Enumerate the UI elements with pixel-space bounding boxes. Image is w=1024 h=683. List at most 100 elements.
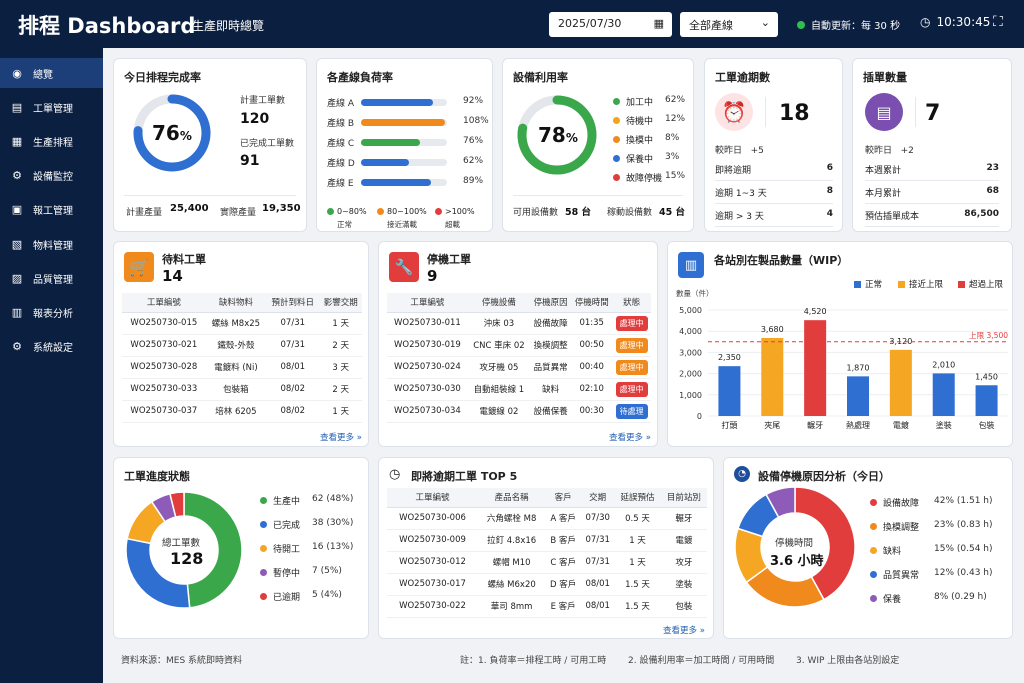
wip-legend-item: 正常	[854, 278, 882, 290]
legend-dot-icon	[870, 595, 877, 602]
table-cell: 鐵殼-外殼	[205, 334, 267, 357]
table-cell: 2 天	[319, 334, 362, 357]
table-row[interactable]: WO250730-021 鐵殼-外殼 07/31 2 天	[122, 334, 362, 357]
actual-output-value: 19,350	[262, 203, 301, 214]
downtime-slice	[794, 486, 856, 601]
sidebar-item-3[interactable]: ⚙ 設備監控	[0, 161, 103, 191]
table-row[interactable]: WO250730-012 螺帽 M10 C 客戶 07/31 1 天 攻牙	[387, 551, 707, 574]
sidebar-item-1[interactable]: ▤ 工單管理	[0, 92, 103, 122]
date-picker[interactable]: 2025/07/30 ▦	[549, 12, 672, 37]
sidebar-item-5[interactable]: ▧ 物料管理	[0, 229, 103, 259]
state-dot-icon	[613, 155, 620, 162]
stopped-more-link[interactable]: 查看更多 »	[609, 433, 651, 443]
row-label: 本月累計	[865, 189, 902, 199]
column-header: 工單編號	[387, 293, 468, 313]
table-row[interactable]: WO250730-011 沖床 03 設備故障 01:35 處理中	[387, 312, 651, 335]
table-row[interactable]: WO250730-015 螺絲 M8x25 07/31 1 天	[122, 312, 362, 335]
cell-text: 07/31	[280, 340, 306, 350]
cell-text: 設備故障	[533, 319, 568, 329]
table-cell: 輾牙	[660, 507, 707, 530]
table-row[interactable]: WO250730-037 培林 6205 08/02 1 天	[122, 400, 362, 423]
legend-value: 12% (0.43 h)	[934, 568, 993, 578]
cell-text: 01:35	[579, 318, 604, 328]
table-cell: 1 天	[614, 529, 661, 552]
top5-more-link[interactable]: 查看更多 »	[663, 626, 705, 636]
progress-center-label: 總工單數	[162, 538, 201, 549]
cell-text: 鐵殼-外殼	[217, 341, 255, 351]
table-row[interactable]: WO250730-019 CNC 車床 02 換模調整 00:50 處理中	[387, 334, 651, 357]
y-tick-label: 4,000	[679, 327, 702, 336]
cell-text: 3 天	[332, 363, 349, 373]
legend-label: 設備故障	[883, 499, 920, 509]
table-row[interactable]: WO250730-024 攻牙機 05 品質異常 00:40 處理中	[387, 356, 651, 379]
fullscreen-icon[interactable]: ⛶	[993, 14, 1003, 30]
top5-title: 即將逾期工單 TOP 5	[411, 470, 518, 483]
x-tick-label: 輾牙	[807, 421, 823, 430]
utilization-title: 設備利用率	[513, 71, 568, 84]
load-bar	[361, 159, 410, 166]
line-select-value: 全部產線	[689, 19, 733, 32]
utilization-card: 設備利用率 78% 加工中 62% 待機中 12% 換模中 8% 保養中 3% 故障停機 15% …	[502, 58, 694, 232]
cell-text: E 客戶	[550, 602, 576, 612]
equipment-icon: ⚙	[12, 169, 22, 183]
column-header: 產品名稱	[477, 488, 546, 508]
sidebar-item-4[interactable]: ▣ 報工管理	[0, 195, 103, 225]
table-row[interactable]: WO250730-017 螺絲 M6x20 D 客戶 08/01 1.5 天 塗裝	[387, 573, 707, 596]
cell-text: 08/02	[280, 384, 306, 394]
table-cell: 07/31	[581, 551, 615, 574]
status-badge: 處理中	[615, 337, 648, 353]
table-row[interactable]: WO250730-022 華司 8mm E 客戶 08/01 1.5 天 包裝	[387, 595, 707, 618]
wip-bar	[761, 337, 784, 416]
x-tick-label: 夾尾	[764, 421, 780, 430]
wip-legend-item: 超過上限	[958, 278, 1003, 290]
footer-note-2: 2. 設備利用率＝加工時間 / 可用時間	[628, 656, 775, 666]
y-tick-label: 3,000	[679, 348, 702, 357]
row-label: 逾期 1~3 天	[715, 189, 767, 199]
sidebar-item-6[interactable]: ▨ 品質管理	[0, 263, 103, 293]
table-row[interactable]: WO250730-006 六角螺栓 M8 A 客戶 07/30 0.5 天 輾牙	[387, 507, 707, 530]
line-name: 產線 B	[327, 119, 355, 129]
state-dot-icon	[613, 174, 620, 181]
legend-swatch-icon	[854, 280, 861, 288]
table-row[interactable]: WO250730-028 電鍍料 (Ni) 08/01 3 天	[122, 356, 362, 379]
available-value: 58 台	[565, 207, 592, 218]
overdue-row: 即將逾期 6	[715, 163, 833, 181]
sidebar-item-8[interactable]: ⚙ 系統設定	[0, 332, 103, 362]
downtime-legend-item: 保養	[870, 592, 901, 605]
table-cell: E 客戶	[545, 595, 582, 618]
table-cell: 設備故障	[530, 312, 572, 335]
util-state-label: 故障停機	[626, 174, 663, 184]
legend-value: 5 (4%)	[312, 590, 342, 600]
top-header: 排程 Dashboard 生產即時總覽 2025/07/30 ▦ 全部產線 ⌄ …	[0, 0, 1024, 48]
column-header: 工單編號	[122, 293, 206, 313]
table-row[interactable]: WO250730-030 自動組裝線 1 缺料 02:10 處理中	[387, 378, 651, 401]
legend-value: 38 (30%)	[312, 518, 354, 528]
cell-text: D 客戶	[550, 580, 577, 590]
sidebar-item-7[interactable]: ▥ 報表分析	[0, 297, 103, 327]
cell-text: 缺料	[542, 385, 560, 395]
line-select[interactable]: 全部產線 ⌄	[680, 12, 778, 37]
sidebar-item-2[interactable]: ▦ 生產排程	[0, 126, 103, 156]
sidebar-item-0[interactable]: ◉ 總覽	[0, 58, 103, 88]
overdue-compare: 較昨日 +5	[715, 146, 764, 156]
material-more-link[interactable]: 查看更多 »	[320, 433, 362, 443]
table-cell: 2 天	[319, 378, 362, 401]
sidebar-item-label: 報工管理	[33, 206, 73, 218]
wip-bar-value: 1,870	[847, 363, 870, 372]
legend-label: 接近滿載	[387, 220, 417, 229]
cell-text: 0.5 天	[625, 514, 650, 524]
cell-text: 00:40	[579, 362, 604, 372]
table-row[interactable]: WO250730-009 拉釘 4.8x16 B 客戶 07/31 1 天 電鍍	[387, 529, 707, 552]
table-cell: 07/31	[266, 334, 320, 357]
load-pct: 62%	[463, 156, 484, 166]
material-icon: ▧	[11, 237, 23, 251]
status-badge: 處理中	[615, 315, 648, 331]
table-header: 工單編號 停機設備 停機原因 停機時間 狀態	[387, 293, 651, 313]
wip-limit-label: 上限 3,500	[969, 331, 1008, 340]
table-row[interactable]: WO250730-033 包裝箱 08/02 2 天	[122, 378, 362, 401]
table-cell: C 客戶	[545, 551, 582, 574]
table-row[interactable]: WO250730-034 電鍍線 02 設備保養 00:30 待處理	[387, 400, 651, 423]
legend-value: 8% (0.29 h)	[934, 592, 987, 602]
table-cell: 00:40	[571, 356, 613, 379]
legend-swatch-icon	[958, 280, 965, 288]
